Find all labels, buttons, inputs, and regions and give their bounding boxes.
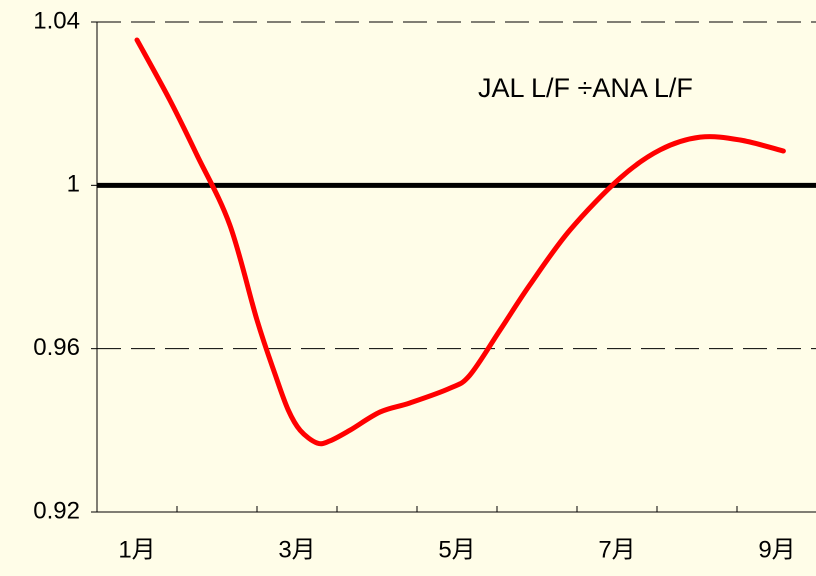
x-tick-label: 5月 — [438, 536, 475, 563]
annotation: JAL L/F ÷ANA L/F — [478, 73, 693, 103]
x-tick-label: 7月 — [598, 536, 635, 563]
x-tick-label: 3月 — [278, 536, 315, 563]
y-tick-label: 0.96 — [33, 334, 80, 361]
x-tick-label: 9月 — [758, 536, 795, 563]
y-tick-label: 1.04 — [33, 7, 80, 34]
y-tick-label: 0.92 — [33, 497, 80, 524]
y-tick-label: 1 — [67, 171, 80, 198]
line-series — [134, 37, 786, 447]
x-tick-label: 1月 — [118, 536, 155, 563]
